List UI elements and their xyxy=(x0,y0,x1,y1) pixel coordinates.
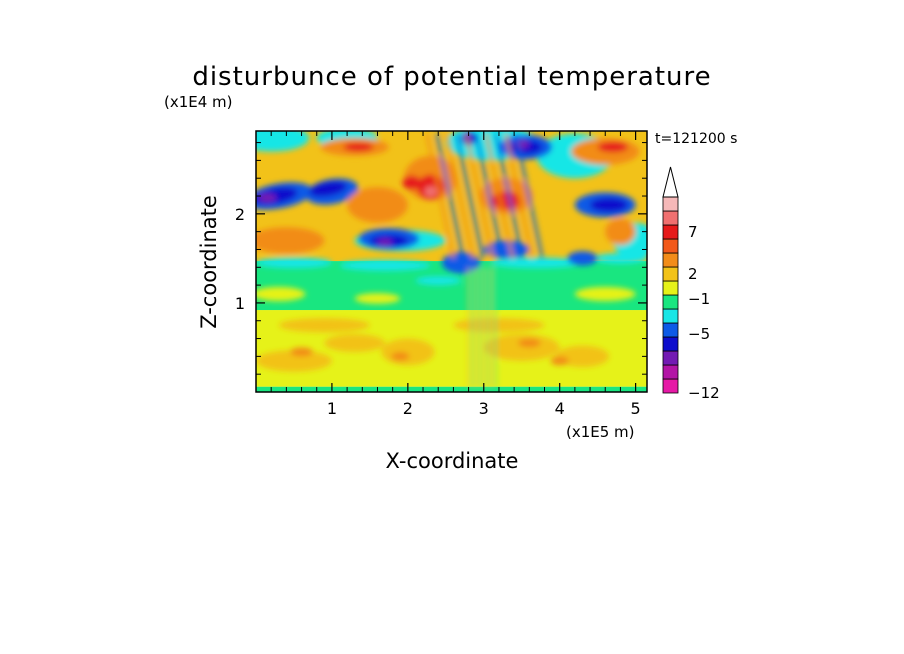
wave-streak xyxy=(474,133,505,259)
plot-frame xyxy=(255,130,648,393)
wave-streak xyxy=(514,133,544,259)
contour-blob xyxy=(354,293,401,304)
colorbar-swatch xyxy=(662,238,679,254)
y-tick-label: 1 xyxy=(235,294,245,313)
wave-streak xyxy=(435,133,465,259)
colorbar-swatch xyxy=(662,266,679,282)
contour-blob xyxy=(278,318,370,333)
colorbar-swatch xyxy=(662,322,679,338)
y-axis-label: Z-coordinate xyxy=(197,195,221,329)
wave-streak xyxy=(454,133,485,259)
y-tick-label: 2 xyxy=(235,205,245,224)
contour-blob xyxy=(256,257,332,269)
contour-blob xyxy=(597,141,629,153)
contour-blob xyxy=(324,334,386,352)
contour-blob xyxy=(483,334,560,361)
contour-field xyxy=(256,131,647,392)
colorbar-swatch xyxy=(662,210,679,226)
colorbar-swatch xyxy=(662,350,679,366)
colorbar-swatch xyxy=(662,308,679,324)
colorbar-label-minus12: −12 xyxy=(688,384,720,402)
contour-blob xyxy=(256,350,332,372)
colorbar-label-7: 7 xyxy=(688,223,698,241)
wave-streak xyxy=(445,133,475,259)
contour-blob xyxy=(424,186,437,197)
contour-blob xyxy=(309,181,347,197)
time-label: t=121200 s xyxy=(655,131,737,147)
wave-streak xyxy=(464,133,495,259)
contour-blob xyxy=(290,347,313,357)
contour-blob xyxy=(517,338,541,348)
contour-blob xyxy=(377,238,393,246)
contour-blob xyxy=(550,356,569,366)
wave-streak xyxy=(504,133,534,259)
colorbar-swatch xyxy=(662,378,679,394)
wave-streak xyxy=(494,133,524,259)
contour-blob xyxy=(347,187,408,223)
contour-blob xyxy=(442,252,480,274)
x-tick-label: 2 xyxy=(403,399,413,418)
colorbar-swatch xyxy=(662,336,679,352)
contour-blob xyxy=(391,351,410,361)
wave-streak xyxy=(484,133,515,259)
contour-blob xyxy=(491,257,583,269)
colorbar-tick-labels: 7 2 −1 −5 −12 xyxy=(688,223,720,402)
contour-blob xyxy=(415,276,461,286)
colorbar-swatch xyxy=(662,252,679,268)
contour-blob xyxy=(256,286,306,302)
y-axis: 12 xyxy=(235,142,647,375)
colorbar-swatch xyxy=(662,364,679,380)
colorbar-swatch xyxy=(662,196,679,212)
chart-title: disturbunce of potential temperature xyxy=(192,62,711,92)
contour-blob xyxy=(453,318,545,333)
contour-blob xyxy=(339,260,431,271)
contour-blob xyxy=(402,175,421,190)
x-axis: 1 2 3 4 5 xyxy=(270,131,641,418)
contour-blob xyxy=(574,286,636,302)
contour-blob xyxy=(483,240,530,259)
x-unit-label: (x1E5 m) xyxy=(566,423,635,441)
contour-blob xyxy=(256,131,310,152)
contour-blob xyxy=(590,197,629,213)
contour-blob xyxy=(343,142,374,152)
x-tick-label: 5 xyxy=(631,399,641,418)
contour-blob xyxy=(567,251,598,266)
x-axis-label: X-coordinate xyxy=(386,449,519,473)
contour-blob xyxy=(605,218,636,246)
wave-streak xyxy=(425,133,455,259)
colorbar-swatch xyxy=(662,294,679,310)
contour-blob xyxy=(256,227,325,254)
colorbar-extend-arrow xyxy=(662,166,679,198)
contour-blob xyxy=(555,345,610,368)
colorbar-swatch xyxy=(662,224,679,240)
colorbar xyxy=(662,166,679,394)
colorbar-swatch xyxy=(662,280,679,296)
x-tick-label: 4 xyxy=(555,399,565,418)
colorbar-label-minus5: −5 xyxy=(688,325,710,343)
x-tick-label: 3 xyxy=(479,399,489,418)
colorbar-label-minus1: −1 xyxy=(688,290,710,308)
y-unit-label: (x1E4 m) xyxy=(164,93,233,111)
contour-blob xyxy=(381,338,435,366)
colorbar-label-2: 2 xyxy=(688,265,698,283)
x-tick-label: 1 xyxy=(327,399,337,418)
contour-blob xyxy=(258,193,277,203)
contour-band xyxy=(256,386,647,392)
